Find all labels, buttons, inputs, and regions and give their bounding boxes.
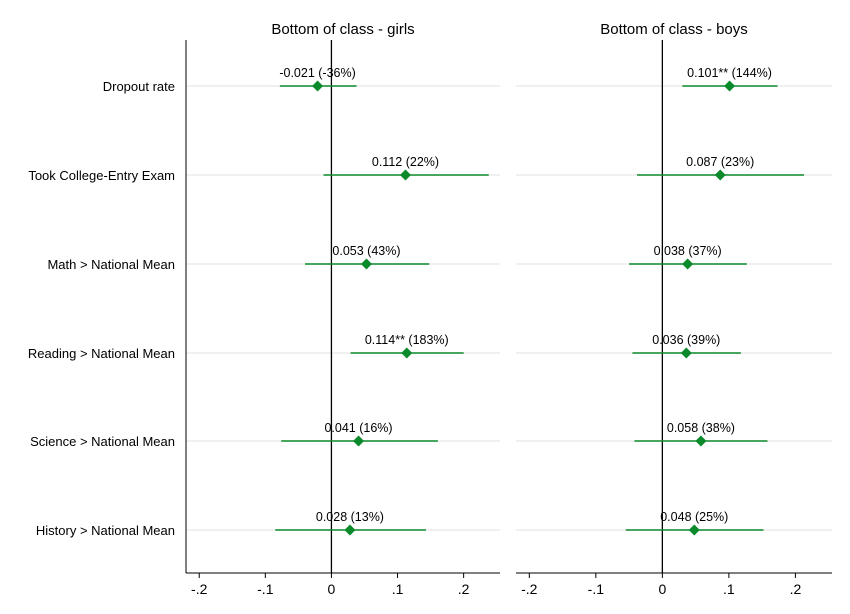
estimate-label: 0.036 (39%)	[652, 333, 720, 347]
estimate-label: -0.021 (-36%)	[279, 66, 355, 80]
x-tick-label: .2	[790, 581, 802, 597]
point-estimate-marker	[714, 169, 726, 181]
estimate-label: 0.112 (22%)	[372, 155, 439, 169]
row-label: Took College-Entry Exam	[28, 168, 175, 183]
estimate-label: 0.053 (43%)	[332, 244, 400, 258]
point-estimate-marker	[401, 347, 413, 359]
estimate-label: 0.038 (37%)	[654, 244, 722, 258]
point-estimate-marker	[688, 524, 700, 536]
point-estimate-marker	[682, 258, 694, 270]
row-label: Math > National Mean	[47, 257, 175, 272]
point-estimate-marker	[695, 435, 707, 447]
row-label: Science > National Mean	[30, 434, 175, 449]
panel-title: Bottom of class - boys	[600, 21, 748, 38]
x-tick-label: -.1	[588, 581, 605, 597]
point-estimate-marker	[724, 80, 736, 92]
estimate-label: 0.101** (144%)	[687, 66, 772, 80]
point-estimate-marker	[344, 524, 356, 536]
estimate-label: 0.028 (13%)	[316, 510, 384, 524]
x-tick-label: 0	[328, 581, 336, 597]
estimate-label: 0.087 (23%)	[686, 155, 754, 169]
row-label: History > National Mean	[36, 523, 175, 538]
row-label: Reading > National Mean	[28, 346, 175, 361]
x-tick-label: -.1	[257, 581, 274, 597]
estimate-label: 0.048 (25%)	[660, 510, 728, 524]
row-label: Dropout rate	[103, 79, 175, 94]
x-tick-label: .1	[392, 581, 404, 597]
x-tick-label: -.2	[521, 581, 538, 597]
estimate-label: 0.041 (16%)	[324, 421, 392, 435]
point-estimate-marker	[360, 258, 372, 270]
x-tick-label: .2	[458, 581, 470, 597]
panel-title: Bottom of class - girls	[271, 21, 414, 38]
x-tick-label: -.2	[191, 581, 208, 597]
estimate-label: 0.114** (183%)	[365, 333, 449, 347]
point-estimate-marker	[680, 347, 692, 359]
x-tick-label: .1	[723, 581, 735, 597]
point-estimate-marker	[312, 80, 324, 92]
x-tick-label: 0	[658, 581, 666, 597]
point-estimate-marker	[399, 169, 411, 181]
point-estimate-marker	[353, 435, 365, 447]
estimate-label: 0.058 (38%)	[667, 421, 735, 435]
